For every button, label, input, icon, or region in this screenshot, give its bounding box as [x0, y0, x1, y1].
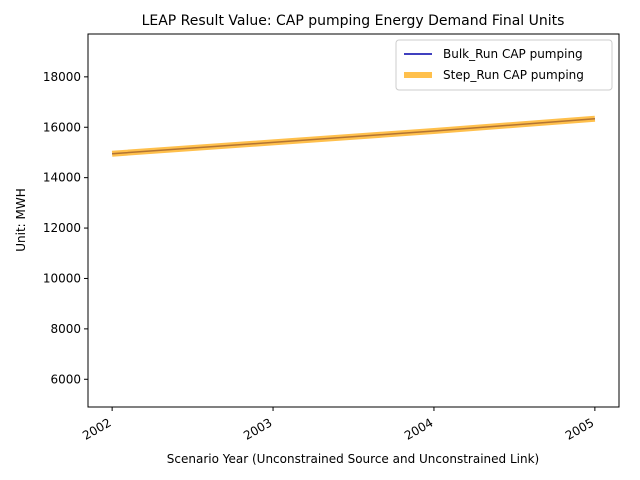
y-axis: 6000 8000 10000 12000 14000 16000 18000 — [43, 70, 88, 386]
plot-area — [87, 33, 620, 408]
chart-title: LEAP Result Value: CAP pumping Energy De… — [142, 13, 565, 29]
y-tick-label: 18000 — [43, 70, 81, 84]
y-tick-label: 14000 — [43, 171, 81, 185]
y-tick-label: 16000 — [43, 120, 81, 134]
y-tick-label: 12000 — [43, 221, 81, 235]
legend-label-bulk-run: Bulk_Run CAP pumping — [443, 47, 583, 61]
axes-frame — [87, 33, 620, 408]
y-tick-label: 8000 — [50, 322, 81, 336]
series-line-step-run — [111, 115, 596, 157]
series-layer — [111, 115, 596, 157]
y-tick-label: 6000 — [50, 372, 81, 386]
y-tick-label: 10000 — [43, 271, 81, 285]
y-axis-label: Unit: MWH — [14, 188, 28, 252]
legend-frame — [395, 39, 613, 91]
legend-label-step-run: Step_Run CAP pumping — [443, 68, 584, 82]
legend: Bulk_Run CAP pumping Step_Run CAP pumpin… — [395, 39, 613, 91]
x-axis-label: Scenario Year (Unconstrained Source and … — [167, 452, 539, 466]
